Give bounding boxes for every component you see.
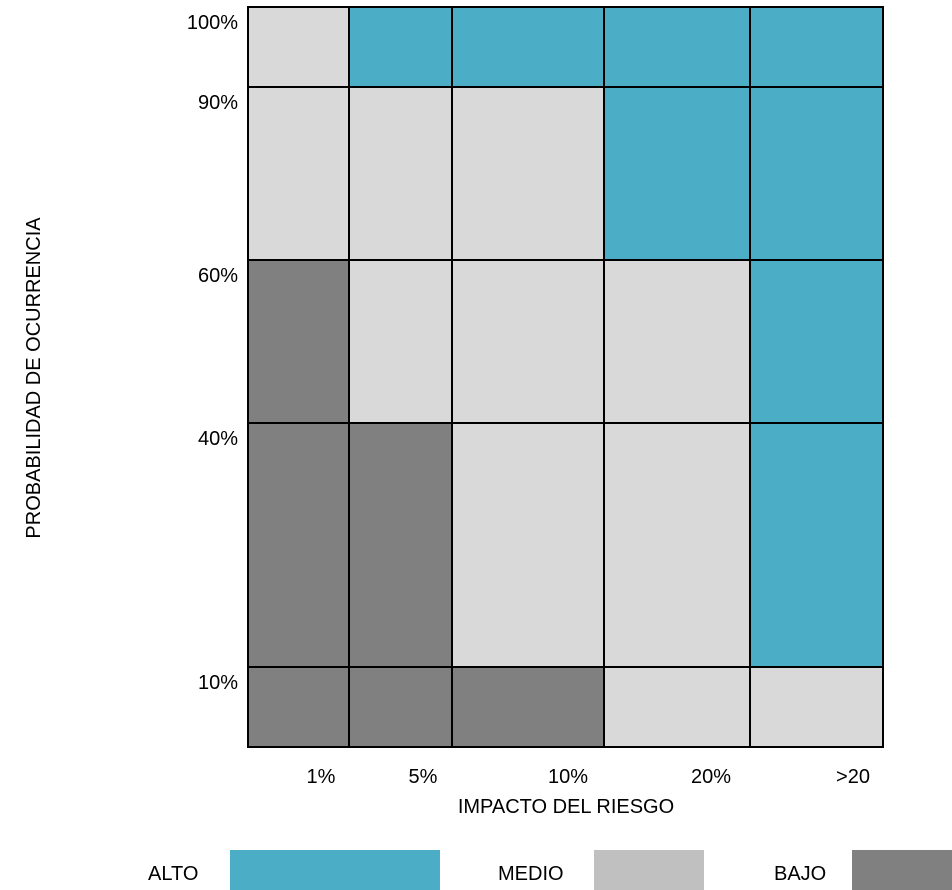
matrix-cell-alto <box>749 422 884 668</box>
matrix-cell-medio <box>348 259 453 424</box>
y-tick-label: 90% <box>198 92 238 114</box>
matrix-cell-alto <box>603 86 751 261</box>
y-tick-label: 100% <box>187 12 238 34</box>
matrix-cell-medio <box>451 422 605 668</box>
x-tick-label: 20% <box>691 766 731 788</box>
x-tick-label: 1% <box>307 766 336 788</box>
matrix-cell-bajo <box>451 666 605 748</box>
matrix-cell-medio <box>603 422 751 668</box>
risk-matrix-chart: 100% 90% 60% 40% 10% 1% 5% 10% 20% >20 IMPACTO D… <box>23 6 884 818</box>
matrix-cell-medio <box>749 666 884 748</box>
legend-swatch-bajo <box>852 850 952 890</box>
matrix-cell-alto <box>603 6 751 88</box>
matrix-cell-bajo <box>247 259 350 424</box>
matrix-cell-alto <box>451 6 605 88</box>
matrix-cell-medio <box>451 259 605 424</box>
matrix-cell-alto <box>348 6 453 88</box>
legend-swatch-alto <box>230 850 440 890</box>
x-tick-labels: 1% 5% 10% 20% >20 <box>307 766 870 788</box>
y-tick-label: 40% <box>198 428 238 450</box>
legend-label-alto: ALTO <box>148 863 199 885</box>
matrix-cell-medio <box>603 259 751 424</box>
matrix-cell-alto <box>749 6 884 88</box>
legend-label-medio: MEDIO <box>498 863 564 885</box>
matrix-cell-bajo <box>348 422 453 668</box>
y-axis-label: PROBABILIDAD DE OCURRENCIA <box>23 217 45 539</box>
y-tick-labels: 100% 90% 60% 40% 10% <box>187 12 238 694</box>
x-axis-label: IMPACTO DEL RIESGO <box>458 796 674 818</box>
y-tick-label: 60% <box>198 265 238 287</box>
matrix-cell-medio <box>603 666 751 748</box>
matrix-cell-alto <box>749 86 884 261</box>
legend-swatch-medio <box>594 850 704 890</box>
x-tick-label: 10% <box>548 766 588 788</box>
matrix-cell-bajo <box>247 666 350 748</box>
matrix-cell-medio <box>348 86 453 261</box>
matrix-cell-bajo <box>348 666 453 748</box>
matrix-cell-bajo <box>247 422 350 668</box>
matrix-cell-alto <box>749 259 884 424</box>
legend-label-bajo: BAJO <box>774 863 827 885</box>
matrix-cell-medio <box>247 6 350 88</box>
x-tick-label: 5% <box>409 766 438 788</box>
y-tick-label: 10% <box>198 672 238 694</box>
matrix-cell-medio <box>247 86 350 261</box>
legend: ALTO MEDIO BAJO <box>0 850 952 890</box>
matrix-cell-medio <box>451 86 605 261</box>
matrix-cells <box>247 6 884 748</box>
x-tick-label: >20 <box>836 766 870 788</box>
